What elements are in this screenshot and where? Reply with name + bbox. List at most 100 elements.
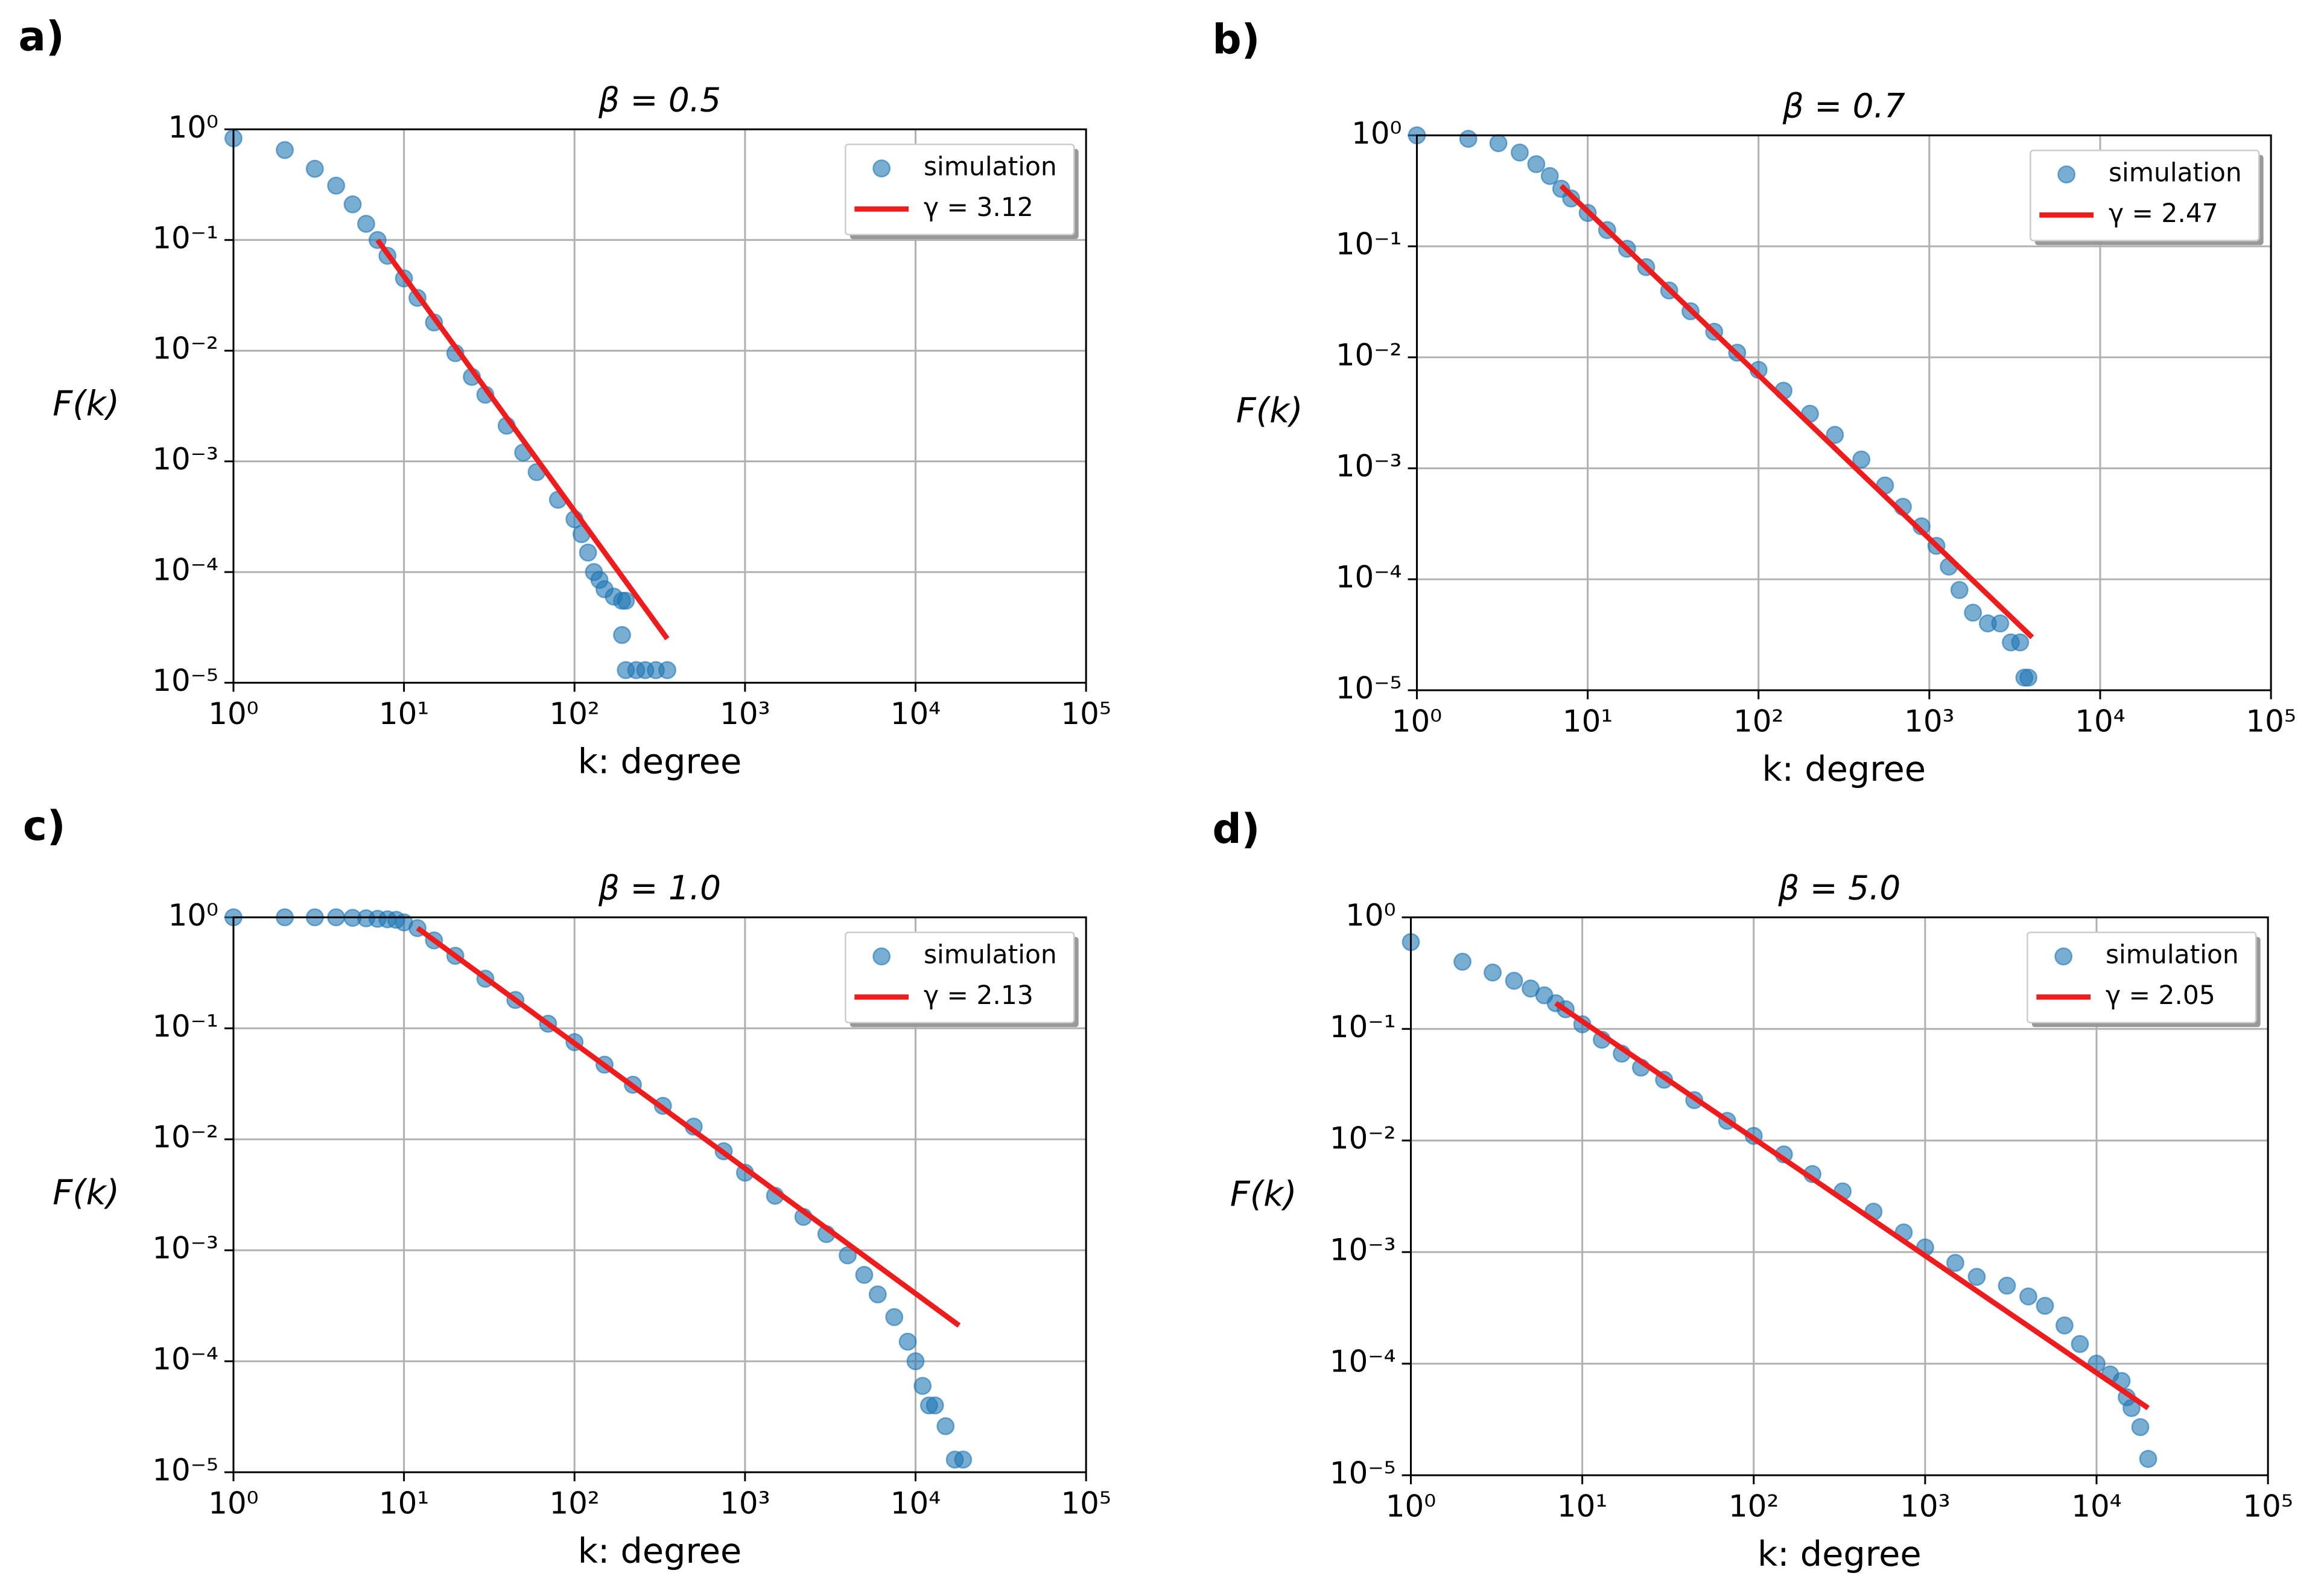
panel-label: d) xyxy=(1212,805,1260,853)
y-tick-label: 10⁻⁴ xyxy=(152,553,218,588)
legend-label: simulation xyxy=(2106,940,2239,970)
data-point xyxy=(855,1266,874,1284)
data-point xyxy=(1950,580,1969,599)
data-point xyxy=(868,1285,887,1304)
data-point xyxy=(1826,425,1844,444)
data-point xyxy=(276,141,294,159)
legend-marker xyxy=(2054,947,2073,966)
y-tick-label: 10⁻¹ xyxy=(1330,1009,1396,1044)
x-tick-label: 10³ xyxy=(720,696,770,731)
data-point xyxy=(2036,1297,2054,1315)
data-point xyxy=(327,176,346,195)
legend: simulation γ = 2.05 xyxy=(2027,932,2261,1028)
y-tick-label: 10⁻¹ xyxy=(152,220,218,255)
panel-label: c) xyxy=(23,802,66,850)
plot-frame xyxy=(232,916,1087,1473)
x-tick-label: 10² xyxy=(550,696,600,731)
y-tick-label: 10⁻² xyxy=(152,331,218,366)
data-point xyxy=(1998,1276,2016,1295)
data-point xyxy=(1489,134,1508,153)
x-tick-label: 10⁵ xyxy=(2246,704,2296,739)
x-axis-label: k: degree xyxy=(578,742,742,782)
data-point xyxy=(613,626,631,644)
y-tick-label: 10⁻⁴ xyxy=(1336,560,1402,595)
legend-marker xyxy=(2057,165,2076,184)
legend-label: simulation xyxy=(924,152,1057,182)
data-point xyxy=(885,1308,904,1326)
data-point xyxy=(1459,130,1478,148)
data-point xyxy=(954,1450,973,1469)
x-axis-label: k: degree xyxy=(578,1531,742,1571)
data-point xyxy=(658,661,676,679)
legend-label: simulation xyxy=(924,940,1057,970)
fit-line xyxy=(1554,1001,2150,1411)
x-tick-label: 10⁵ xyxy=(2243,1489,2293,1524)
y-tick-label: 10⁻³ xyxy=(1330,1233,1396,1268)
x-tick-label: 10¹ xyxy=(1557,1489,1607,1524)
y-axis-label: F(k) xyxy=(1236,390,1303,431)
y-tick-label: 10⁰ xyxy=(1345,898,1395,933)
data-point xyxy=(913,1376,932,1395)
data-point xyxy=(1484,963,1502,982)
data-point xyxy=(357,215,375,233)
legend-box xyxy=(845,144,1075,236)
fit-line xyxy=(375,238,670,641)
legend-box xyxy=(845,932,1075,1024)
chart-title: β = 0.7 xyxy=(1782,87,1905,126)
data-point xyxy=(305,159,324,178)
y-tick-label: 10⁻⁴ xyxy=(1330,1344,1396,1379)
y-tick-label: 10⁻⁵ xyxy=(1336,670,1402,705)
fit-line xyxy=(1559,184,2034,640)
legend-marker xyxy=(872,159,891,178)
plot-frame xyxy=(1415,134,2272,691)
y-tick-label: 10⁻⁴ xyxy=(152,1342,218,1377)
x-tick-label: 10⁴ xyxy=(891,696,941,731)
y-tick-label: 10⁰ xyxy=(168,898,218,933)
data-point xyxy=(1527,155,1546,174)
y-axis-label: F(k) xyxy=(1230,1174,1297,1214)
y-tick-label: 10⁻⁵ xyxy=(152,663,218,698)
legend: simulation γ = 2.13 xyxy=(845,932,1079,1028)
y-tick-label: 10⁻² xyxy=(1336,338,1402,373)
data-point xyxy=(925,1396,944,1415)
legend: simulation γ = 3.12 xyxy=(845,144,1079,240)
data-point xyxy=(1453,952,1472,971)
data-point xyxy=(1964,603,1983,622)
legend-label: γ = 2.05 xyxy=(2106,980,2215,1010)
data-point xyxy=(839,1246,857,1265)
data-point xyxy=(936,1417,955,1435)
x-axis-label: k: degree xyxy=(1762,749,1926,789)
y-tick-label: 10⁻² xyxy=(152,1120,218,1155)
legend-label: γ = 2.47 xyxy=(2109,199,2218,228)
x-tick-label: 10⁴ xyxy=(2071,1489,2121,1524)
panel-label: b) xyxy=(1212,16,1260,63)
y-tick-label: 10⁻⁵ xyxy=(152,1453,218,1488)
fit-line xyxy=(416,926,961,1328)
subplot: b) β = 0.7 k: degree F(k) 10⁰ 10¹ 10² 10³ 10⁴ 10⁵… xyxy=(1212,16,2296,789)
data-point xyxy=(1510,143,1529,162)
panel-label: a) xyxy=(19,13,65,60)
y-axis-label: F(k) xyxy=(52,1172,119,1213)
x-tick-label: 10³ xyxy=(1900,1489,1950,1524)
y-tick-label: 10⁻² xyxy=(1330,1121,1396,1156)
legend-box xyxy=(2027,932,2257,1024)
y-tick-label: 10⁻¹ xyxy=(1336,227,1402,262)
data-point xyxy=(579,543,597,562)
x-tick-label: 10⁵ xyxy=(1061,696,1111,731)
legend-marker xyxy=(872,947,891,966)
y-tick-label: 10⁻³ xyxy=(152,1231,218,1266)
x-tick-label: 10⁰ xyxy=(208,1485,258,1520)
chart-title: β = 0.5 xyxy=(598,81,721,119)
data-point xyxy=(343,195,362,214)
x-tick-label: 10⁰ xyxy=(1386,1489,1436,1524)
x-tick-label: 10³ xyxy=(720,1485,770,1520)
y-tick-label: 10⁰ xyxy=(1351,116,1402,151)
x-tick-label: 10⁴ xyxy=(2075,704,2125,739)
legend-label: γ = 3.12 xyxy=(924,192,1033,222)
y-axis-label: F(k) xyxy=(52,384,119,424)
data-point xyxy=(2055,1316,2074,1335)
data-point xyxy=(1991,614,2010,633)
x-tick-label: 10² xyxy=(1729,1489,1779,1524)
